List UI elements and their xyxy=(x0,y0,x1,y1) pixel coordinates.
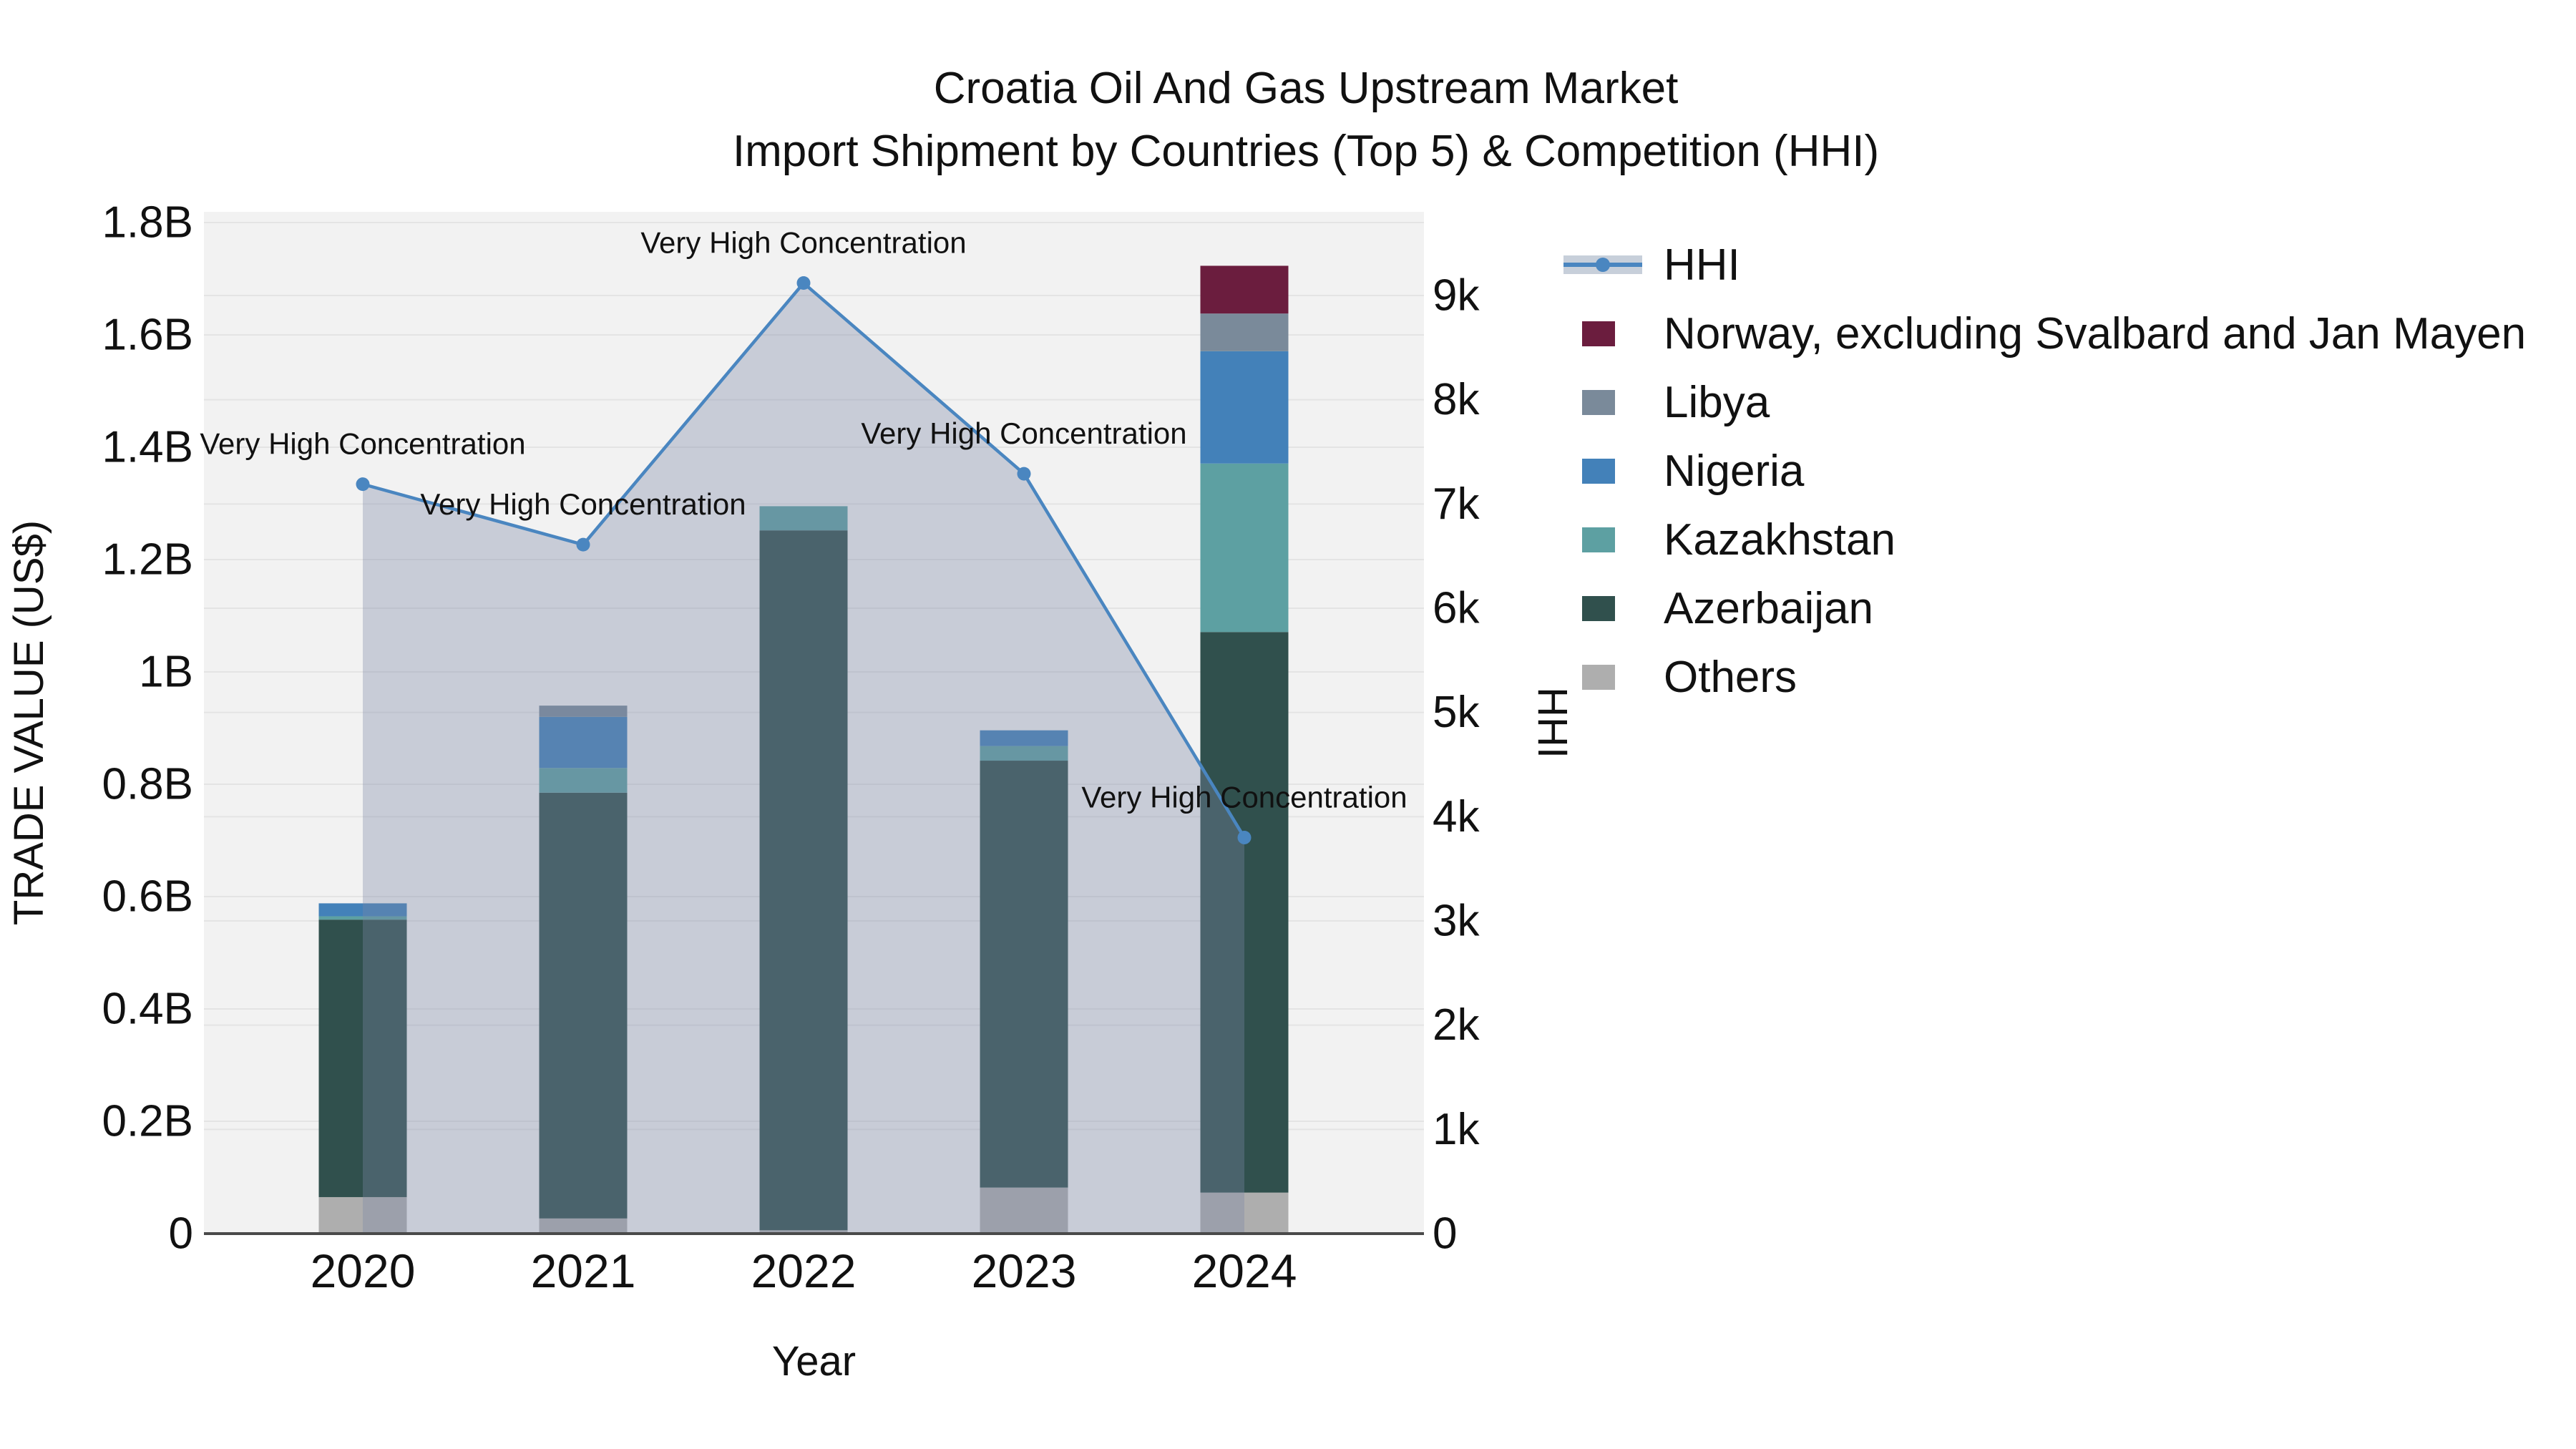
x-axis-title: Year xyxy=(772,1338,856,1385)
annotation-2022: Very High Concentration xyxy=(640,226,966,260)
legend-label: Norway, excluding Svalbard and Jan Mayen xyxy=(1664,308,2527,358)
left-axis-tick-1.2B: 1.2B xyxy=(102,535,193,585)
right-axis-tick-4k: 4k xyxy=(1433,792,1480,841)
legend-item-norway-excluding-svalbard-and-jan-mayen[interactable]: Norway, excluding Svalbard and Jan Mayen xyxy=(1563,299,2526,368)
color-swatch-icon xyxy=(1582,527,1615,552)
legend-item-hhi[interactable]: HHI xyxy=(1563,230,2526,299)
right-axis-title: HHI xyxy=(1529,687,1576,758)
bar-segment-2024-libya[interactable] xyxy=(1200,313,1289,351)
annotation-2021: Very High Concentration xyxy=(420,487,746,521)
legend-swatch-icon xyxy=(1563,527,1644,552)
bar-segment-2021-kazakhstan[interactable] xyxy=(539,768,628,793)
color-swatch-icon xyxy=(1582,664,1615,690)
hhi-area-fill xyxy=(363,283,1244,1234)
right-axis-tick-3k: 3k xyxy=(1433,897,1480,946)
annotation-2023: Very High Concentration xyxy=(861,416,1186,450)
right-axis-tick-2k: 2k xyxy=(1433,1000,1480,1050)
legend-swatch-icon xyxy=(1563,321,1644,346)
legend-item-nigeria[interactable]: Nigeria xyxy=(1563,436,2526,505)
bar-segment-2020-kazakhstan[interactable] xyxy=(318,916,407,920)
left-axis-tick-0.8B: 0.8B xyxy=(102,760,193,809)
bar-segment-2024-kazakhstan[interactable] xyxy=(1200,463,1289,633)
legend: HHI Norway, excluding Svalbard and Jan Ma… xyxy=(1563,230,2526,711)
legend-item-kazakhstan[interactable]: Kazakhstan xyxy=(1563,505,2526,574)
bar-segment-2020-azerbaijan[interactable] xyxy=(318,919,407,1197)
hhi-point-2024[interactable] xyxy=(1237,830,1252,844)
x-axis-tick-2024: 2024 xyxy=(1192,1244,1297,1297)
bar-segment-2021-libya[interactable] xyxy=(539,706,628,717)
legend-label: Others xyxy=(1664,652,1797,702)
right-axis-tick-8k: 8k xyxy=(1433,375,1480,424)
hhi-band-icon xyxy=(1563,255,1642,274)
hhi-point-2020[interactable] xyxy=(356,477,370,492)
legend-label: Azerbaijan xyxy=(1664,583,1873,633)
legend-label: Nigeria xyxy=(1664,446,1805,496)
right-axis-tick-6k: 6k xyxy=(1433,584,1480,633)
legend-label: HHI xyxy=(1664,240,1740,290)
legend-swatch-icon xyxy=(1563,389,1644,415)
chart-title-line2: Import Shipment by Countries (Top 5) & C… xyxy=(732,127,1880,176)
hhi-point-2022[interactable] xyxy=(796,276,811,291)
left-axis-tick-1.4B: 1.4B xyxy=(102,423,193,472)
bar-segment-2023-others[interactable] xyxy=(980,1187,1068,1234)
annotation-2020: Very High Concentration xyxy=(200,427,525,461)
legend-label: Kazakhstan xyxy=(1664,514,1896,565)
color-swatch-icon xyxy=(1582,321,1615,346)
bar-segment-2021-azerbaijan[interactable] xyxy=(539,792,628,1219)
legend-swatch-icon xyxy=(1563,595,1644,621)
left-axis-tick-1B: 1B xyxy=(139,648,193,697)
x-axis-tick-2022: 2022 xyxy=(751,1244,857,1297)
x-axis-tick-2020: 2020 xyxy=(311,1244,416,1297)
bar-segment-2024-azerbaijan[interactable] xyxy=(1200,632,1289,1193)
x-axis-tick-2023: 2023 xyxy=(972,1244,1077,1297)
right-axis-tick-0: 0 xyxy=(1433,1209,1457,1259)
bar-segment-2020-others[interactable] xyxy=(318,1196,407,1234)
hhi-dot-icon xyxy=(1596,258,1610,272)
left-axis-tick-1.6B: 1.6B xyxy=(102,311,193,360)
legend-item-azerbaijan[interactable]: Azerbaijan xyxy=(1563,574,2526,643)
chart-title: Croatia Oil And Gas Upstream Market Impo… xyxy=(36,57,2576,183)
color-swatch-icon xyxy=(1582,595,1615,621)
bar-segment-2021-nigeria[interactable] xyxy=(539,716,628,769)
bar-segment-2023-kazakhstan[interactable] xyxy=(980,746,1068,761)
bar-segment-2024-nigeria[interactable] xyxy=(1200,351,1289,464)
bar-segment-2021-others[interactable] xyxy=(539,1218,628,1234)
left-axis-tick-0.6B: 0.6B xyxy=(102,872,193,922)
bar-segment-2024-norway-excluding-svalbard-and-jan-mayen[interactable] xyxy=(1200,265,1289,314)
left-axis-title: TRADE VALUE (US$) xyxy=(6,520,52,925)
legend-swatch-icon xyxy=(1563,664,1644,690)
hhi-point-2021[interactable] xyxy=(576,537,590,552)
right-axis-tick-5k: 5k xyxy=(1433,688,1480,737)
right-axis-tick-9k: 9k xyxy=(1433,271,1480,321)
bar-segment-2024-others[interactable] xyxy=(1200,1192,1289,1234)
hhi-point-2023[interactable] xyxy=(1017,467,1031,481)
legend-label: Libya xyxy=(1664,377,1770,427)
bar-segment-2023-nigeria[interactable] xyxy=(980,730,1068,746)
legend-swatch-icon xyxy=(1563,458,1644,484)
chart-title-line1: Croatia Oil And Gas Upstream Market xyxy=(933,64,1679,113)
bar-segment-2020-nigeria[interactable] xyxy=(318,903,407,917)
bar-segment-2022-azerbaijan[interactable] xyxy=(759,530,848,1231)
x-axis-tick-2021: 2021 xyxy=(531,1244,636,1297)
legend-item-others[interactable]: Others xyxy=(1563,643,2526,711)
color-swatch-icon xyxy=(1582,389,1615,415)
color-swatch-icon xyxy=(1582,458,1615,484)
bar-segment-2022-kazakhstan[interactable] xyxy=(759,506,848,531)
bar-segment-2022-others[interactable] xyxy=(759,1230,848,1234)
right-axis-tick-7k: 7k xyxy=(1433,479,1480,529)
legend-line-marker-icon xyxy=(1563,255,1644,274)
left-axis-tick-0.2B: 0.2B xyxy=(102,1097,193,1146)
left-axis-tick-0.4B: 0.4B xyxy=(102,985,193,1034)
left-axis-tick-0: 0 xyxy=(169,1209,193,1259)
legend-item-libya[interactable]: Libya xyxy=(1563,368,2526,436)
left-axis-tick-1.8B: 1.8B xyxy=(102,198,193,248)
bar-segment-2023-azerbaijan[interactable] xyxy=(980,761,1068,1188)
right-axis-tick-1k: 1k xyxy=(1433,1105,1480,1154)
annotation-2024: Very High Concentration xyxy=(1081,780,1407,814)
